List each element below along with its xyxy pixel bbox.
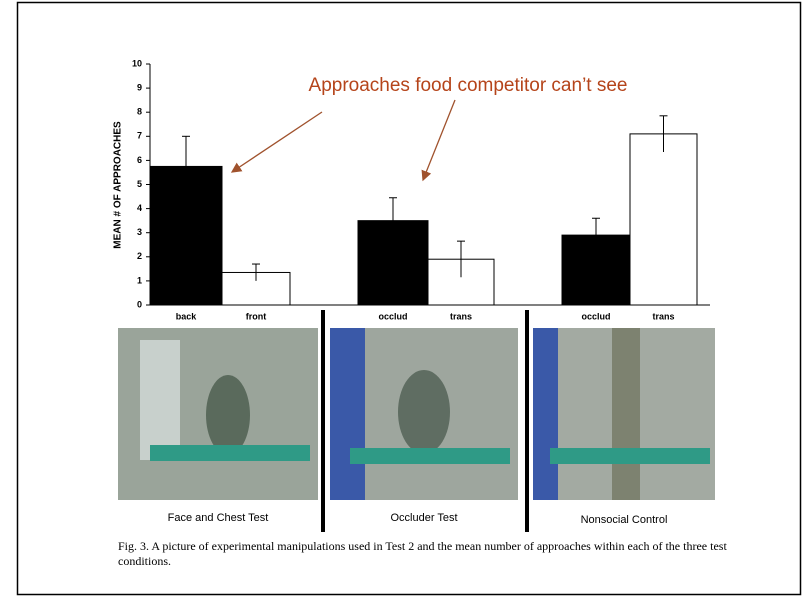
photo-detail (398, 370, 450, 454)
x-tick-label: occlud (378, 311, 407, 321)
bar (357, 220, 429, 306)
y-tick-label: 0 (137, 299, 142, 309)
photo-detail (533, 328, 558, 500)
photo-label: Occluder Test (390, 512, 457, 524)
x-tick-label: trans (652, 311, 674, 321)
photo-detail (150, 445, 310, 461)
bar (561, 234, 631, 306)
y-tick-label: 2 (137, 251, 142, 261)
x-tick-label: occlud (581, 311, 610, 321)
photo-label: Nonsocial Control (581, 514, 668, 526)
x-tick-label: trans (450, 311, 472, 321)
y-tick-label: 3 (137, 227, 142, 237)
y-tick-label: 9 (137, 82, 142, 92)
annotation-arrow (230, 111, 323, 173)
photo-detail (140, 340, 180, 460)
photo-detail (206, 375, 250, 455)
photo-detail (550, 448, 710, 464)
y-tick-label: 5 (137, 179, 142, 189)
photo-label: Face and Chest Test (168, 512, 269, 524)
y-tick-label: 10 (132, 58, 142, 68)
photo-detail (350, 448, 510, 464)
x-tick-label: front (246, 311, 267, 321)
slide-frame (16, 1, 802, 596)
photos (118, 310, 715, 532)
annotation: Approaches food competitor can’t see (309, 75, 628, 96)
y-tick-label: 7 (137, 131, 142, 141)
y-tick-label: 4 (137, 203, 142, 213)
figure-caption: Fig. 3. A picture of experimental manipu… (118, 539, 727, 568)
y-axis-label: MEAN # OF APPROACHES (113, 121, 124, 249)
bar (629, 133, 698, 306)
photo-detail (612, 328, 640, 500)
y-tick-label: 6 (137, 155, 142, 165)
y-tick-label: 8 (137, 107, 142, 117)
y-tick-label: 1 (137, 275, 142, 285)
x-tick-label: back (176, 311, 198, 321)
bar (149, 165, 223, 306)
annotation-arrow (421, 99, 456, 182)
photo-detail (330, 328, 365, 500)
